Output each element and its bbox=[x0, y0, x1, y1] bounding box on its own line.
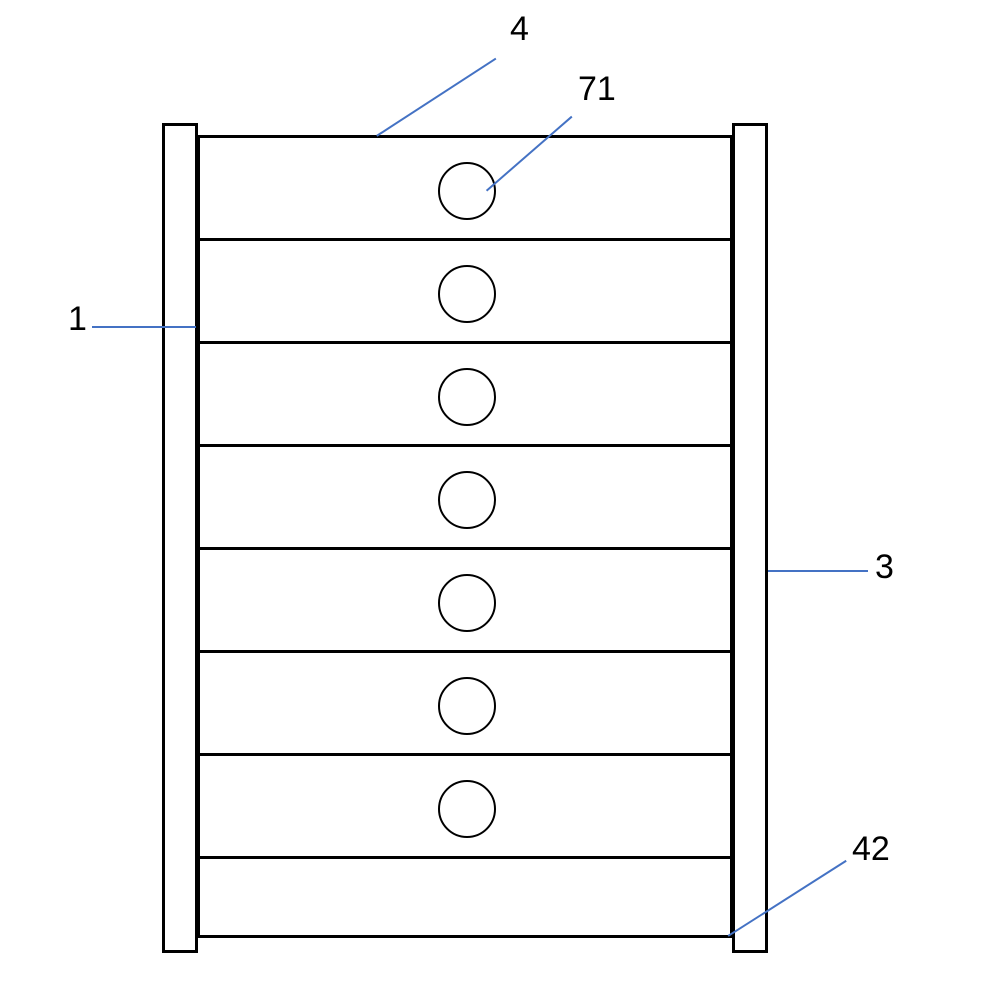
leader-1 bbox=[92, 326, 196, 328]
hole-5 bbox=[438, 574, 496, 632]
leader-3 bbox=[768, 570, 868, 572]
hole-2 bbox=[438, 265, 496, 323]
slat-row-bottom bbox=[197, 856, 733, 938]
label-3: 3 bbox=[875, 548, 894, 587]
hole-3 bbox=[438, 368, 496, 426]
right-rail bbox=[732, 123, 768, 953]
hole-6 bbox=[438, 677, 496, 735]
label-1: 1 bbox=[68, 300, 87, 339]
hole-7 bbox=[438, 780, 496, 838]
hole-4 bbox=[438, 471, 496, 529]
left-rail bbox=[162, 123, 198, 953]
label-71: 71 bbox=[578, 70, 616, 109]
label-4: 4 bbox=[510, 10, 529, 49]
label-42: 42 bbox=[852, 830, 890, 869]
leader-4 bbox=[377, 58, 497, 137]
